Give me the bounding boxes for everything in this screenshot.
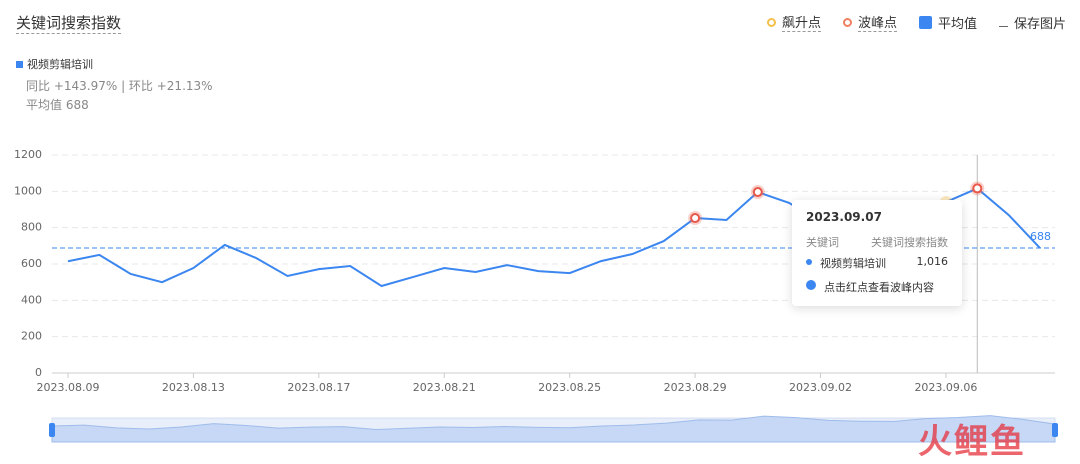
x-tick-label: 2023.08.13 <box>162 381 225 394</box>
slider-area <box>51 415 1056 443</box>
x-tick-label: 2023.08.25 <box>538 381 601 394</box>
tool[interactable]: 波峰点 <box>842 12 897 32</box>
y-tick-label: 1200 <box>14 148 42 161</box>
tool-label[interactable]: 波峰点 <box>857 12 897 32</box>
tool-label[interactable]: 平均值 <box>937 16 977 32</box>
tool[interactable]: 飙升点 <box>766 12 821 32</box>
tooltip-col1: 关键词 <box>806 236 839 249</box>
y-tick-label: 800 <box>21 221 42 234</box>
toolbar: 飙升点 波峰点 平均值 保存图片 <box>766 12 1066 32</box>
tooltip-dot <box>806 259 812 265</box>
compare-text: 同比 +143.97% | 环比 +21.13% <box>26 79 213 93</box>
legend: 视频剪辑培训 <box>16 56 93 72</box>
tool-icon <box>842 17 852 27</box>
tooltip: 2023.09.07 关键词 关键词搜索指数 视频剪辑培训 1,016 点击红点… <box>792 200 962 306</box>
info-icon <box>806 280 816 290</box>
x-tick-label: 2023.09.06 <box>914 381 977 394</box>
tool-icon <box>766 17 776 27</box>
x-tick-label: 2023.08.21 <box>413 381 476 394</box>
x-tick-label: 2023.08.29 <box>664 381 727 394</box>
peak-point <box>690 213 701 224</box>
tooltip-series: 视频剪辑培训 <box>820 257 886 270</box>
peak-point <box>972 183 983 194</box>
x-tick-label: 2023.08.09 <box>37 381 100 394</box>
x-tick-label: 2023.09.02 <box>789 381 852 394</box>
tool-icon <box>998 17 1008 27</box>
average-label: 688 <box>1030 230 1051 243</box>
legend-swatch <box>16 60 23 68</box>
tooltip-value: 1,016 <box>916 255 949 268</box>
tooltip-hint: 点击红点查看波峰内容 <box>824 281 934 294</box>
watermark: 火鲤鱼 <box>918 422 1026 462</box>
page-title: 关键词搜索指数 <box>16 14 122 34</box>
tool-label[interactable]: 保存图片 <box>1013 16 1066 32</box>
tooltip-date: 2023.09.07 <box>806 210 882 224</box>
tool-icon <box>918 15 932 29</box>
y-tick-label: 0 <box>35 366 42 379</box>
average-text: 平均值 688 <box>26 96 89 113</box>
tool[interactable]: 平均值 <box>918 12 977 32</box>
tool-label[interactable]: 飙升点 <box>781 12 821 32</box>
peak-point <box>752 187 763 198</box>
tooltip-col2: 关键词搜索指数 <box>871 236 948 249</box>
y-tick-label: 600 <box>21 257 42 270</box>
y-tick-label: 1000 <box>14 184 42 197</box>
slider-handle[interactable] <box>49 423 55 437</box>
average-value: 688 <box>65 98 89 112</box>
average-label: 平均值 <box>26 98 63 112</box>
x-tick-label: 2023.08.17 <box>287 381 350 394</box>
y-tick-label: 200 <box>21 330 42 343</box>
y-tick-label: 400 <box>21 293 42 306</box>
tool[interactable]: 保存图片 <box>998 12 1066 32</box>
slider-handle[interactable] <box>1052 423 1058 437</box>
legend-label: 视频剪辑培训 <box>27 58 93 71</box>
